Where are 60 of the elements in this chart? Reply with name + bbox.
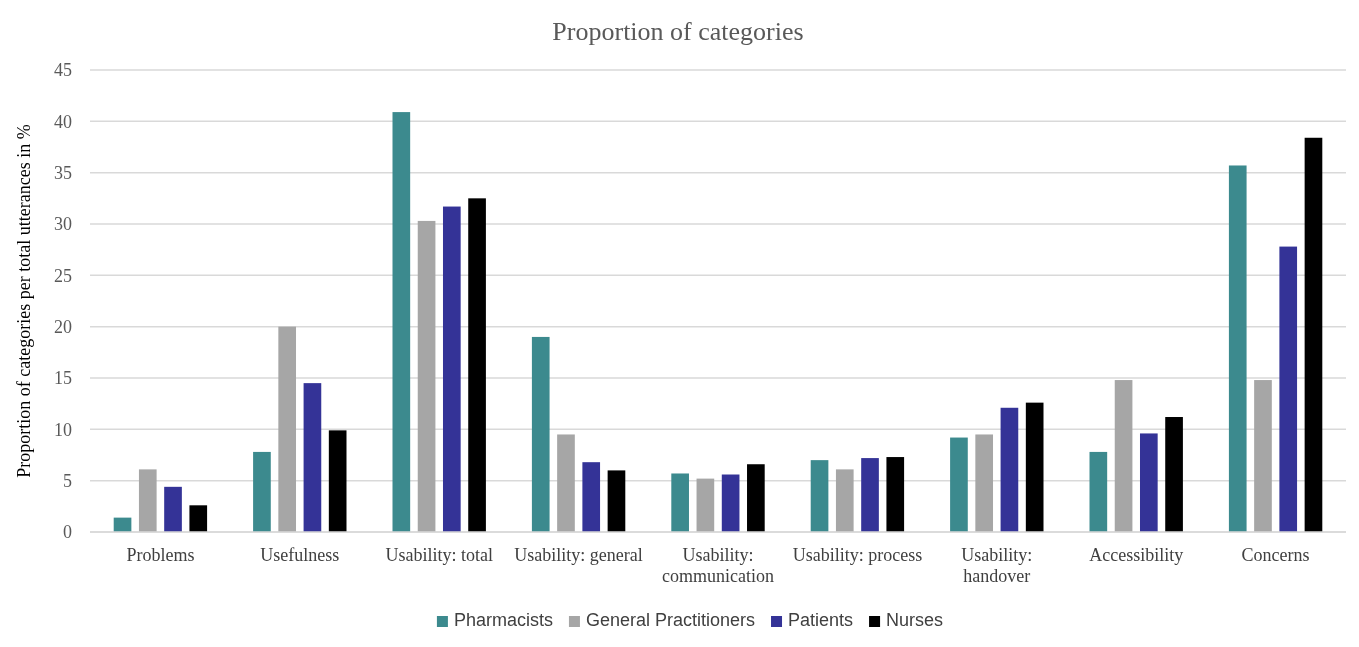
bar xyxy=(278,326,297,532)
chart-title: Proportion of categories xyxy=(552,17,804,46)
x-tick-label: Problems xyxy=(126,544,195,565)
bar xyxy=(861,458,879,532)
bar xyxy=(582,462,601,532)
bar xyxy=(253,451,271,532)
bar xyxy=(696,478,715,532)
y-axis-title: Proportion of categories per total utterances in % xyxy=(14,124,34,478)
bar xyxy=(164,486,182,532)
bar xyxy=(531,336,550,532)
bar xyxy=(138,469,157,532)
legend-label: Patients xyxy=(788,610,854,630)
bar xyxy=(671,473,689,532)
y-tick-label: 35 xyxy=(54,162,72,183)
bar xyxy=(392,112,411,532)
bar xyxy=(1025,402,1044,532)
x-tick-label: Usefulness xyxy=(260,544,340,565)
x-tick-label: Concerns xyxy=(1241,544,1310,565)
bar xyxy=(721,474,740,532)
bar xyxy=(1279,246,1298,532)
bar xyxy=(189,505,208,532)
y-tick-label: 30 xyxy=(54,214,72,235)
bar xyxy=(950,437,968,532)
bar xyxy=(1254,380,1272,532)
x-tick-label: Accessibility xyxy=(1089,544,1184,565)
x-tick-label: Usability: process xyxy=(792,544,923,565)
legend-label: Pharmacists xyxy=(453,610,553,630)
bar xyxy=(810,460,829,532)
bar xyxy=(1165,417,1183,532)
x-tick-label: Usability: general xyxy=(514,544,643,565)
bar xyxy=(975,434,994,532)
x-tick-label: Usability: total xyxy=(385,544,493,565)
legend-label: General Practitioners xyxy=(585,610,756,630)
bar xyxy=(886,457,905,532)
y-tick-label: 20 xyxy=(54,316,72,337)
bar xyxy=(1089,451,1108,532)
y-tick-label: 40 xyxy=(54,111,72,132)
bar xyxy=(1139,433,1158,532)
bar xyxy=(417,220,436,532)
y-tick-label: 10 xyxy=(54,419,72,440)
bar xyxy=(1304,137,1323,532)
bar xyxy=(303,383,322,532)
bar xyxy=(1000,407,1019,532)
y-tick-label: 45 xyxy=(54,60,72,81)
bar xyxy=(468,198,486,532)
bar xyxy=(607,470,626,532)
bar xyxy=(835,469,854,532)
bar xyxy=(1228,165,1247,532)
x-tick-label: Usability: handover xyxy=(961,544,1033,587)
bar xyxy=(442,206,461,532)
legend-label: Nurses xyxy=(886,610,944,630)
y-tick-label: 5 xyxy=(63,470,72,491)
bar xyxy=(1114,380,1133,532)
bar xyxy=(328,430,347,532)
bar xyxy=(557,434,575,532)
y-tick-label: 15 xyxy=(54,368,72,389)
x-tick-label: Usability: communication xyxy=(662,544,774,587)
y-tick-label: 0 xyxy=(63,522,72,543)
y-tick-label: 25 xyxy=(54,265,72,286)
bar xyxy=(747,464,765,532)
